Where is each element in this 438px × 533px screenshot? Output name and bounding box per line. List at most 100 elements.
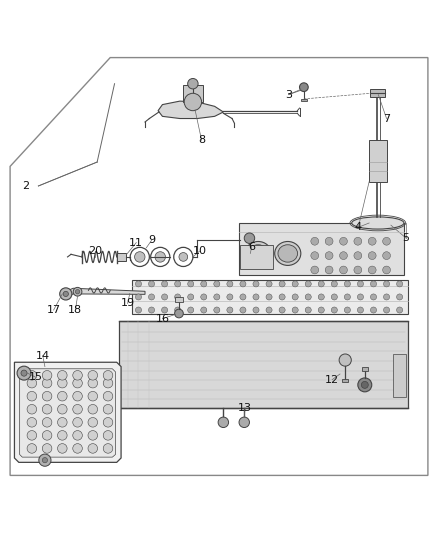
Circle shape xyxy=(358,378,372,392)
Circle shape xyxy=(357,294,364,300)
Circle shape xyxy=(384,294,390,300)
Circle shape xyxy=(88,370,98,380)
Circle shape xyxy=(42,391,52,401)
Circle shape xyxy=(187,281,194,287)
Circle shape xyxy=(357,307,364,313)
Circle shape xyxy=(279,281,285,287)
Circle shape xyxy=(396,281,403,287)
Bar xyxy=(132,279,408,314)
Circle shape xyxy=(148,294,155,300)
Bar xyxy=(245,249,254,254)
Circle shape xyxy=(371,281,377,287)
Circle shape xyxy=(135,294,141,300)
Circle shape xyxy=(162,307,168,313)
Circle shape xyxy=(130,247,149,266)
Circle shape xyxy=(88,378,98,388)
Circle shape xyxy=(88,405,98,414)
Circle shape xyxy=(88,417,98,427)
Circle shape xyxy=(175,294,181,300)
Circle shape xyxy=(42,370,52,380)
Text: 18: 18 xyxy=(68,305,82,315)
Text: 17: 17 xyxy=(46,305,61,315)
Circle shape xyxy=(383,237,391,245)
Circle shape xyxy=(148,281,155,287)
Circle shape xyxy=(73,405,82,414)
Circle shape xyxy=(292,281,298,287)
Circle shape xyxy=(39,454,51,466)
Ellipse shape xyxy=(352,217,404,229)
Circle shape xyxy=(368,266,376,274)
Circle shape xyxy=(266,294,272,300)
Circle shape xyxy=(305,307,311,313)
Circle shape xyxy=(371,294,377,300)
Circle shape xyxy=(344,307,350,313)
Circle shape xyxy=(266,281,272,287)
Circle shape xyxy=(214,294,220,300)
Circle shape xyxy=(73,391,82,401)
Circle shape xyxy=(253,294,259,300)
Circle shape xyxy=(73,443,82,453)
Polygon shape xyxy=(66,288,145,297)
Circle shape xyxy=(383,252,391,260)
Circle shape xyxy=(75,289,80,294)
Circle shape xyxy=(239,417,250,427)
Text: 20: 20 xyxy=(88,246,102,256)
Text: 16: 16 xyxy=(155,314,170,324)
Circle shape xyxy=(27,417,37,427)
Text: 2: 2 xyxy=(22,181,29,191)
Circle shape xyxy=(42,378,52,388)
Circle shape xyxy=(305,294,311,300)
Circle shape xyxy=(21,370,27,376)
Bar xyxy=(175,297,184,302)
Circle shape xyxy=(42,417,52,427)
Circle shape xyxy=(57,378,67,388)
Circle shape xyxy=(214,281,220,287)
Bar xyxy=(342,379,348,382)
Circle shape xyxy=(339,252,347,260)
Text: 12: 12 xyxy=(325,375,339,385)
Text: 3: 3 xyxy=(285,90,292,100)
Text: 7: 7 xyxy=(383,114,390,124)
Ellipse shape xyxy=(278,245,297,262)
Bar xyxy=(369,140,387,182)
Circle shape xyxy=(73,378,82,388)
Circle shape xyxy=(201,294,207,300)
Circle shape xyxy=(135,281,141,287)
Circle shape xyxy=(354,252,362,260)
Circle shape xyxy=(187,294,194,300)
Circle shape xyxy=(339,266,347,274)
Circle shape xyxy=(103,391,113,401)
Circle shape xyxy=(155,252,166,262)
Circle shape xyxy=(135,307,141,313)
Circle shape xyxy=(253,307,259,313)
Circle shape xyxy=(42,405,52,414)
Circle shape xyxy=(371,307,377,313)
Circle shape xyxy=(175,309,184,318)
Circle shape xyxy=(57,431,67,440)
Bar xyxy=(239,223,404,275)
Circle shape xyxy=(57,443,67,453)
Circle shape xyxy=(57,391,67,401)
Circle shape xyxy=(396,294,403,300)
Circle shape xyxy=(384,307,390,313)
Text: 10: 10 xyxy=(192,246,206,256)
Circle shape xyxy=(339,354,351,366)
Circle shape xyxy=(344,294,350,300)
Text: 5: 5 xyxy=(403,233,410,243)
Circle shape xyxy=(27,431,37,440)
Polygon shape xyxy=(119,321,408,408)
Text: 19: 19 xyxy=(120,298,134,309)
Circle shape xyxy=(17,366,31,380)
Circle shape xyxy=(27,370,37,380)
Circle shape xyxy=(73,370,82,380)
Circle shape xyxy=(60,288,72,300)
Ellipse shape xyxy=(245,241,271,265)
Circle shape xyxy=(27,405,37,414)
Circle shape xyxy=(27,443,37,453)
Circle shape xyxy=(42,443,52,453)
Text: 14: 14 xyxy=(35,351,50,361)
Circle shape xyxy=(331,307,337,313)
Circle shape xyxy=(357,281,364,287)
Circle shape xyxy=(218,417,229,427)
Circle shape xyxy=(103,443,113,453)
